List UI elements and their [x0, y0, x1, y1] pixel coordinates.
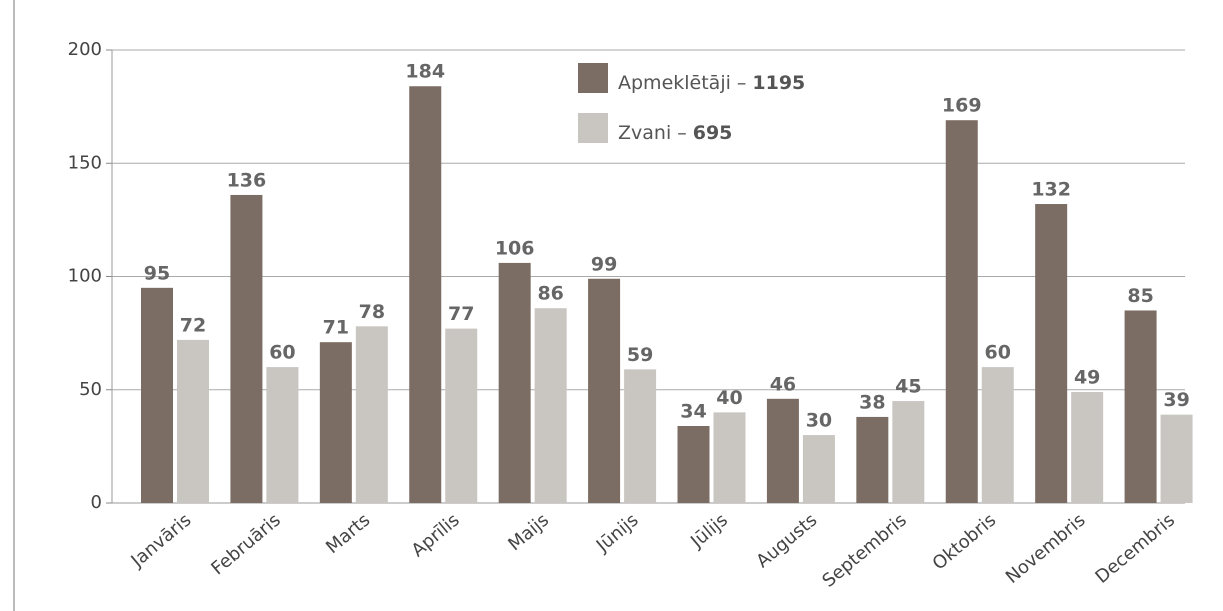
- bar: [409, 86, 442, 504]
- bar: [498, 262, 531, 503]
- x-tick-label: Maijs: [504, 510, 553, 556]
- bar: [624, 369, 657, 503]
- legend-label: Apmeklētāji –1195: [618, 72, 805, 94]
- bar: [945, 120, 978, 503]
- bar: [1035, 204, 1068, 503]
- x-tick-label: Marts: [322, 510, 374, 558]
- data-label: 72: [180, 314, 206, 336]
- legend-total: 695: [693, 122, 733, 144]
- bar: [1124, 310, 1157, 503]
- bar: [713, 412, 746, 503]
- bar: [534, 308, 567, 503]
- data-label: 78: [359, 301, 385, 323]
- legend-total: 1195: [752, 72, 805, 94]
- data-label: 99: [591, 253, 617, 275]
- data-label: 38: [859, 391, 885, 413]
- bar: [230, 194, 263, 503]
- data-label: 132: [1031, 179, 1071, 201]
- data-label: 40: [716, 387, 742, 409]
- legend-label: Zvani –695: [618, 122, 732, 144]
- data-label: 77: [448, 303, 474, 325]
- y-tick-label: 100: [68, 266, 102, 287]
- data-label: 184: [405, 61, 445, 83]
- bar: [177, 339, 209, 503]
- x-tick-label: Septembris: [819, 510, 911, 592]
- x-tick-label: Janvāris: [127, 510, 196, 573]
- legend-separator: –: [677, 122, 687, 144]
- x-tick-label: Aprīlis: [408, 510, 464, 562]
- data-label: 71: [323, 317, 349, 339]
- x-tick-label: Decembris: [1091, 510, 1179, 588]
- x-tick-label: Novembris: [1002, 510, 1090, 588]
- legend-name: Apmeklētāji: [618, 72, 731, 94]
- bar: [266, 367, 299, 503]
- bar: [981, 367, 1014, 503]
- legend-swatch: [578, 113, 608, 143]
- data-label: 136: [227, 169, 267, 191]
- legend-swatch: [578, 63, 608, 93]
- y-tick-label: 200: [68, 39, 102, 60]
- y-tick-label: 0: [91, 492, 102, 513]
- x-tick-label: Oktobris: [929, 510, 1001, 575]
- data-label: 39: [1163, 389, 1189, 411]
- bar: [141, 287, 173, 503]
- legend-separator: –: [737, 72, 747, 94]
- x-tick-label: Februāris: [207, 510, 284, 580]
- bar: [1071, 392, 1104, 503]
- data-label: 86: [537, 283, 563, 305]
- bar: [445, 328, 478, 503]
- data-label: 34: [680, 400, 706, 422]
- bar: [892, 401, 925, 503]
- data-label: 49: [1074, 367, 1100, 389]
- data-label: 60: [269, 342, 295, 364]
- y-tick-label: 150: [68, 152, 102, 173]
- data-label: 169: [942, 95, 982, 117]
- x-tick-label: Augusts: [752, 510, 821, 573]
- bar: [319, 342, 352, 503]
- x-tick-label: Jūlijs: [686, 510, 732, 553]
- bar: [766, 398, 799, 503]
- x-tick-label: Jūnijs: [592, 510, 643, 557]
- bar: [1160, 414, 1193, 503]
- bar: [856, 416, 889, 503]
- data-label: 95: [144, 262, 170, 284]
- data-label: 85: [1127, 285, 1153, 307]
- data-label: 46: [770, 373, 796, 395]
- bar: [355, 326, 388, 503]
- data-label: 45: [895, 376, 921, 398]
- bar: [677, 425, 710, 503]
- data-label: 30: [806, 410, 832, 432]
- bar: [588, 278, 621, 503]
- legend-name: Zvani: [618, 122, 671, 144]
- data-label: 60: [985, 342, 1011, 364]
- bar: [802, 435, 835, 503]
- data-label: 106: [495, 237, 535, 259]
- y-tick-label: 50: [79, 379, 102, 400]
- data-label: 59: [627, 344, 653, 366]
